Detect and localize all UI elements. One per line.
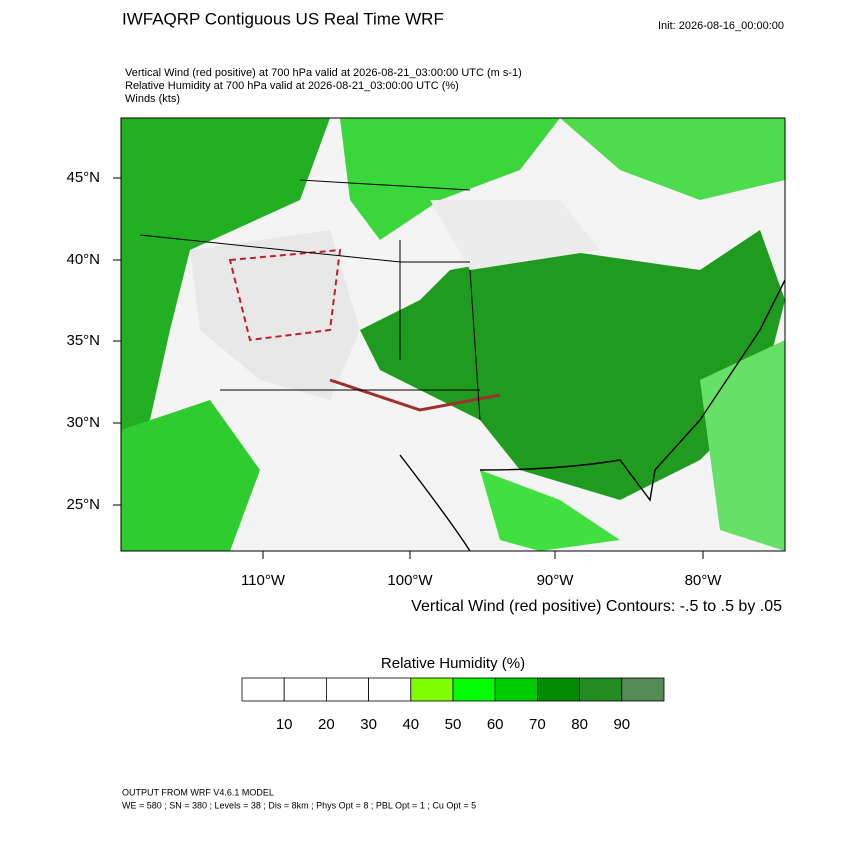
humid-area [480, 470, 620, 551]
lat-label: 30°N [66, 414, 100, 431]
colorbar-title: Relative Humidity (%) [381, 655, 525, 672]
colorbar-label: 10 [276, 716, 293, 733]
colorbar-swatch [452, 677, 496, 702]
humid-area [560, 118, 785, 200]
colorbar-swatch [579, 677, 623, 702]
subtitle: Vertical Wind (red positive) at 700 hPa … [125, 67, 522, 79]
colorbar-swatch [410, 677, 454, 702]
colorbar-label: 80 [571, 716, 588, 733]
lat-label: 40°N [66, 251, 100, 268]
subtitle: Relative Humidity at 700 hPa valid at 20… [125, 80, 459, 92]
colorbar-swatch [621, 677, 665, 702]
humid-area [340, 118, 560, 240]
colorbar-swatch [368, 677, 412, 702]
title: IWFAQRP Contiguous US Real Time WRF [122, 9, 444, 28]
colorbar-label: 70 [529, 716, 546, 733]
contour-note: Vertical Wind (red positive) Contours: -… [411, 598, 782, 615]
humid-area [360, 230, 785, 500]
lat-label: 25°N [66, 496, 100, 513]
footer: OUTPUT FROM WRF V4.6.1 MODEL [122, 787, 274, 797]
colorbar-label: 30 [360, 716, 377, 733]
state-border [139, 179, 481, 421]
colorbar-swatch [241, 677, 285, 702]
lon-label: 100°W [387, 572, 433, 589]
map [120, 117, 786, 552]
colorbar-swatch [537, 677, 581, 702]
colorbar-label: 40 [402, 716, 419, 733]
humid-area [121, 400, 260, 551]
colorbar-label: 20 [318, 716, 335, 733]
subtitle: Winds (kts) [125, 93, 180, 105]
colorbar-label: 60 [487, 716, 504, 733]
lat-label: 45°N [66, 169, 100, 186]
colorbar: 10 20 30 40 50 60 70 80 90 [241, 677, 665, 733]
humid-area [700, 340, 785, 551]
lat-label: 35°N [66, 332, 100, 349]
footer: WE = 580 ; SN = 380 ; Levels = 38 ; Dis … [122, 800, 476, 810]
lon-label: 80°W [685, 572, 723, 589]
lon-label: 110°W [241, 572, 286, 589]
vertical-wind-contour [228, 248, 342, 342]
humid-area [121, 118, 330, 440]
colorbar-swatch [494, 677, 538, 702]
coastline [399, 279, 785, 551]
colorbar-swatch [325, 677, 369, 702]
colorbar-swatch [283, 677, 327, 702]
colorbar-label: 50 [445, 716, 462, 733]
map-frame [120, 117, 786, 552]
colorbar-label: 90 [613, 716, 630, 733]
lon-label: 90°W [537, 572, 575, 589]
dry-area [430, 200, 600, 270]
humidity-field [121, 118, 785, 551]
init-time: Init: 2026-08-16_00:00:00 [658, 20, 784, 32]
